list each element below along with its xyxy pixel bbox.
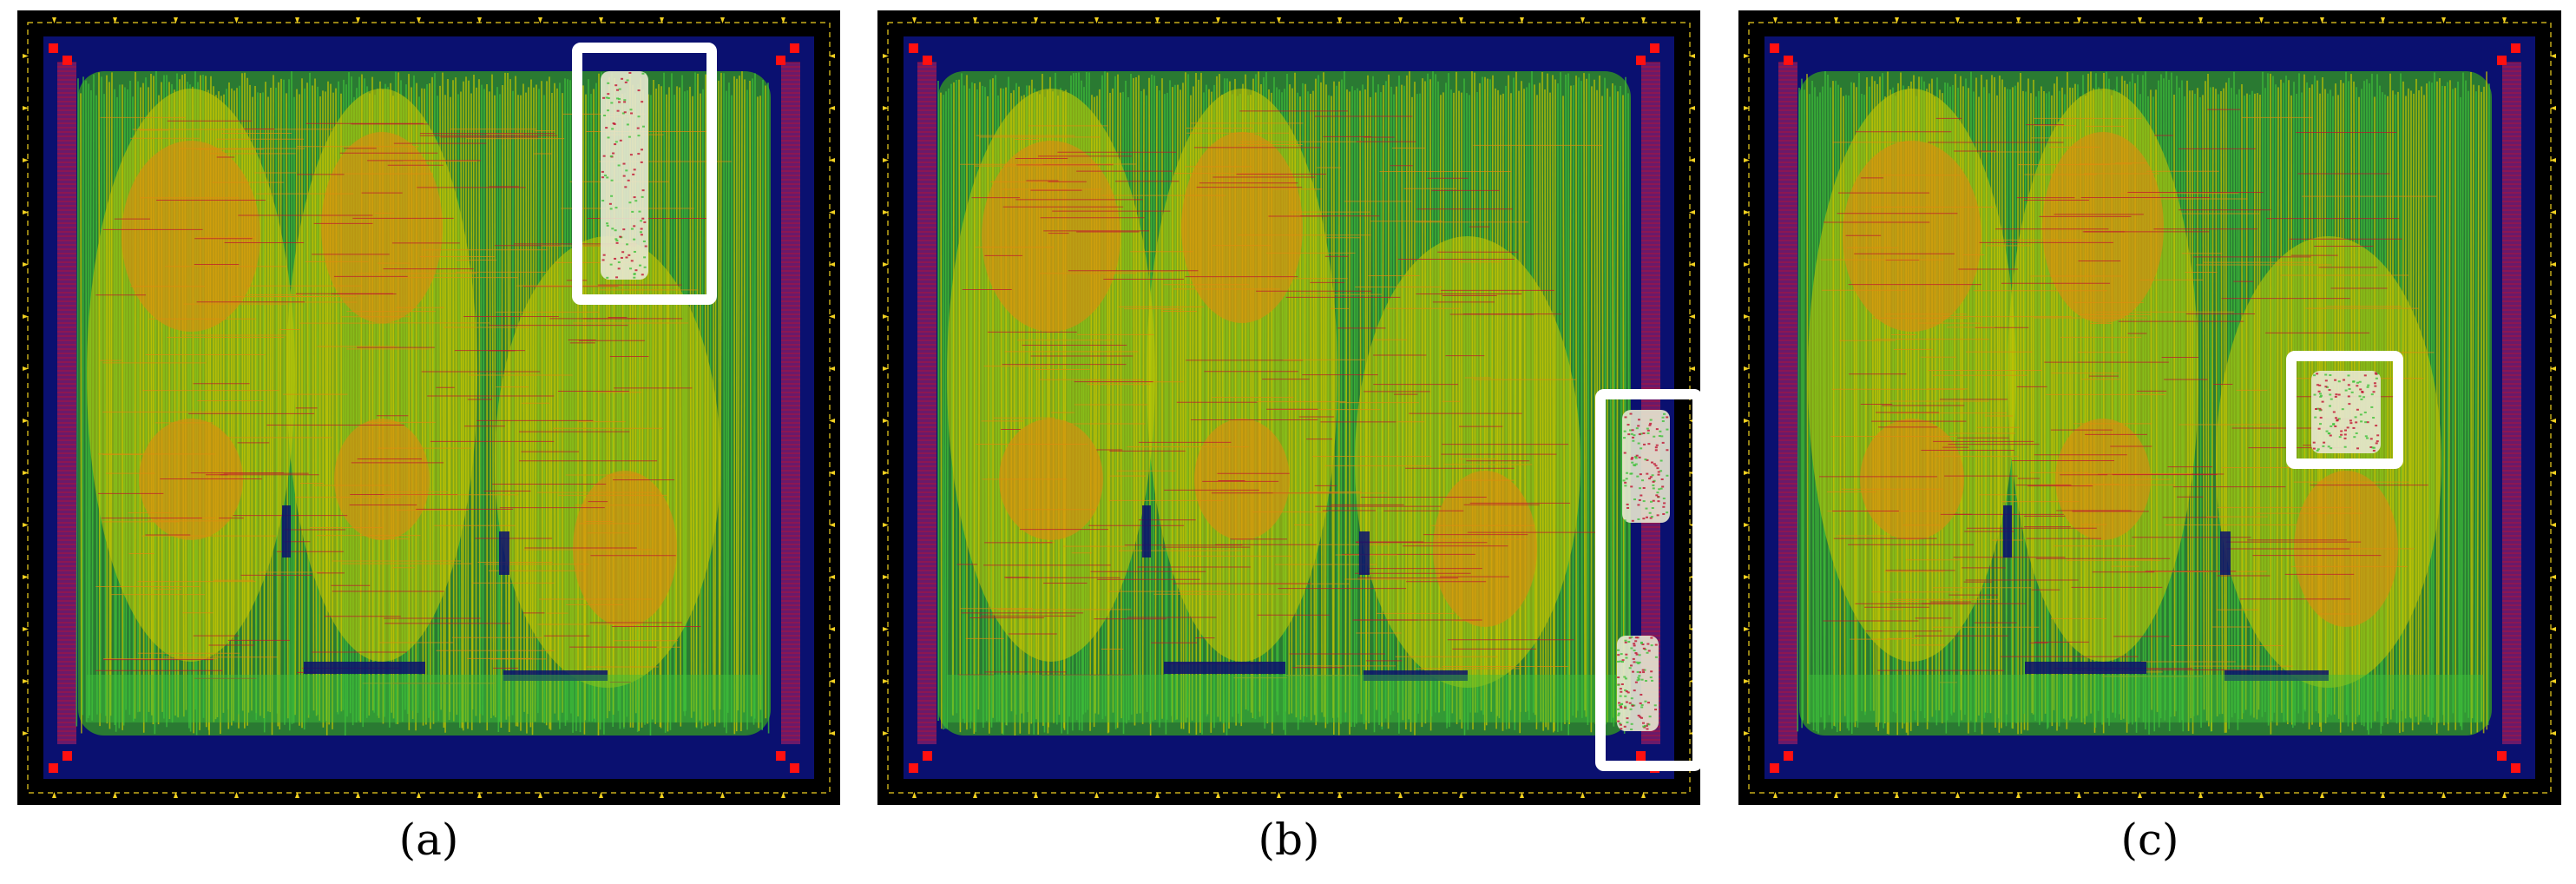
- caption-c: (c): [2120, 815, 2179, 865]
- chip-layout-a: [17, 10, 840, 805]
- layout-panel-a: [17, 10, 840, 805]
- highlight-box: [1595, 389, 1700, 771]
- chip-layout-b: [877, 10, 1700, 805]
- layout-panel-c: [1738, 10, 2561, 805]
- caption-b: (b): [1258, 815, 1320, 865]
- caption-a: (a): [398, 815, 459, 865]
- highlight-box: [2286, 351, 2403, 469]
- layout-panel-b: [877, 10, 1700, 805]
- chip-layout-c: [1738, 10, 2561, 805]
- highlight-box: [572, 43, 717, 305]
